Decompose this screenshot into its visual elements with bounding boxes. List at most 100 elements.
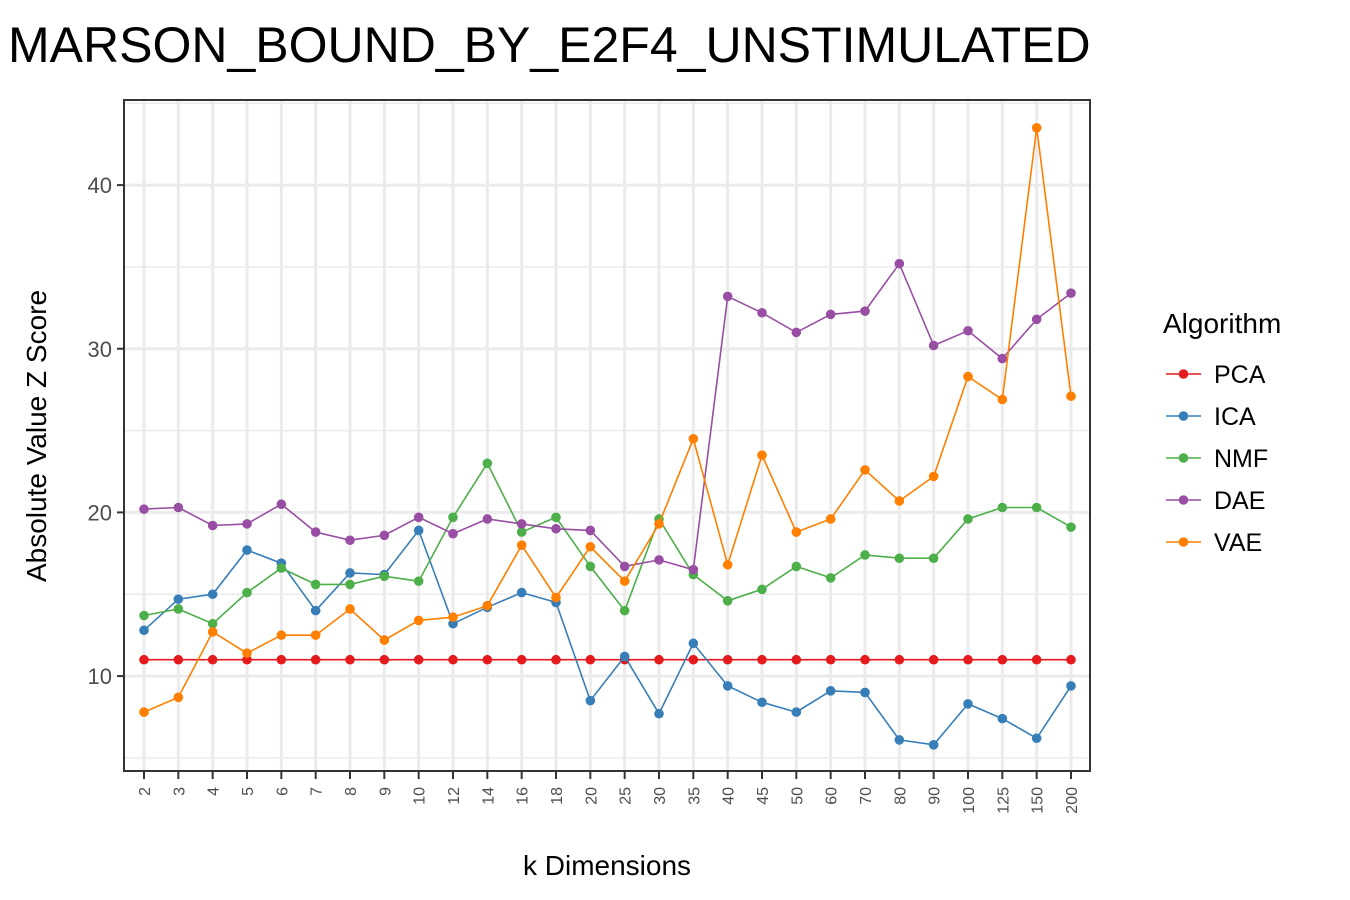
data-point-nmf (928, 553, 939, 564)
data-point-vae (963, 371, 973, 382)
y-tick-label: 30 (88, 337, 112, 362)
data-point-nmf (345, 579, 355, 590)
data-point-pca (345, 654, 355, 665)
data-point-ica (928, 740, 939, 750)
y-axis-title: Absolute Value Z Score (21, 290, 52, 582)
data-point-vae (345, 604, 355, 614)
data-point-dae (894, 258, 905, 269)
legend-key-point (1178, 537, 1189, 547)
data-point-dae (963, 325, 973, 336)
data-point-ica (242, 545, 252, 555)
data-point-nmf (894, 553, 905, 564)
data-point-nmf (242, 587, 252, 598)
chart-title: MARSON_BOUND_BY_E2F4_UNSTIMULATED (8, 17, 1091, 73)
data-point-dae (345, 535, 355, 546)
series-pca (139, 654, 1076, 665)
data-point-nmf (207, 618, 218, 629)
data-point-ica (757, 697, 767, 708)
data-point-ica (963, 699, 973, 709)
data-point-vae (1031, 123, 1042, 133)
data-point-vae (482, 600, 493, 611)
data-point-ica (619, 651, 630, 662)
data-point-ica (1031, 733, 1042, 744)
data-point-nmf (482, 458, 493, 469)
data-point-vae (688, 433, 699, 444)
data-point-vae (619, 576, 630, 586)
data-point-vae (139, 707, 149, 717)
data-point-nmf (516, 527, 527, 537)
data-point-ica (894, 735, 905, 745)
grid (124, 100, 1090, 771)
data-point-ica (654, 708, 664, 719)
data-point-vae (516, 540, 527, 550)
data-point-pca (173, 654, 184, 665)
data-point-pca (894, 654, 905, 665)
x-tick-label: 100 (961, 787, 978, 814)
data-point-vae (722, 559, 733, 570)
series-line-vae (143, 127, 1072, 713)
data-point-vae (894, 496, 905, 506)
legend-key-point (1178, 495, 1189, 505)
data-point-vae (551, 592, 561, 603)
data-point-pca (1031, 654, 1042, 665)
data-point-dae (1066, 288, 1076, 298)
data-point-dae (551, 523, 561, 534)
data-point-dae (585, 525, 596, 536)
x-tick-label: 60 (824, 787, 841, 805)
data-point-pca (722, 654, 733, 665)
data-point-pca (1066, 654, 1076, 665)
y-tick-label: 40 (88, 173, 112, 198)
x-tick-label: 30 (652, 787, 669, 805)
data-point-pca (757, 654, 767, 665)
data-point-nmf (310, 579, 321, 590)
data-point-vae (173, 692, 184, 703)
data-point-pca (551, 654, 561, 665)
data-point-nmf (1066, 522, 1076, 532)
data-point-ica (345, 568, 355, 578)
data-point-nmf (619, 605, 630, 616)
x-tick-label: 70 (858, 787, 875, 805)
data-point-dae (310, 527, 321, 537)
legend: Algorithm PCA ICA NMF DAE VAE (1163, 308, 1281, 557)
data-point-pca (516, 654, 527, 665)
y-tick-label: 20 (88, 500, 112, 525)
x-tick-label: 90 (927, 787, 944, 805)
data-point-ica (207, 589, 218, 600)
data-point-vae (997, 394, 1008, 405)
data-point-ica (997, 713, 1008, 724)
x-tick-label: 25 (618, 787, 635, 805)
data-point-vae (791, 527, 802, 537)
x-tick-label: 3 (171, 787, 188, 796)
legend-key-point (1178, 369, 1189, 379)
data-point-dae (860, 306, 870, 316)
data-point-pca (585, 654, 596, 665)
series-line-dae (143, 262, 1072, 571)
data-point-ica (173, 594, 184, 604)
data-point-pca (310, 654, 321, 665)
x-tick-label: 125 (995, 787, 1012, 814)
data-point-ica (860, 687, 870, 698)
legend-item-vae: VAE (1166, 529, 1262, 557)
legend-item-ica: ICA (1166, 403, 1256, 431)
data-point-nmf (413, 576, 424, 586)
data-point-ica (1066, 681, 1076, 691)
x-tick-label: 200 (1064, 787, 1081, 814)
data-point-nmf (997, 502, 1008, 513)
data-point-dae (928, 340, 939, 351)
data-point-dae (448, 528, 458, 539)
data-point-dae (722, 291, 733, 302)
data-point-vae (928, 471, 939, 482)
data-point-dae (757, 307, 767, 318)
x-tick-label: 50 (789, 787, 806, 805)
data-point-pca (448, 654, 458, 665)
x-tick-label: 150 (1030, 787, 1047, 814)
y-tick-label: 10 (88, 664, 112, 689)
x-tick-label: 20 (583, 787, 600, 805)
series-layer (139, 123, 1076, 750)
data-point-ica (139, 625, 149, 636)
legend-label: VAE (1214, 529, 1262, 557)
series-nmf (139, 458, 1076, 629)
x-tick-label: 8 (343, 787, 360, 796)
x-tick-label: 12 (446, 787, 463, 805)
